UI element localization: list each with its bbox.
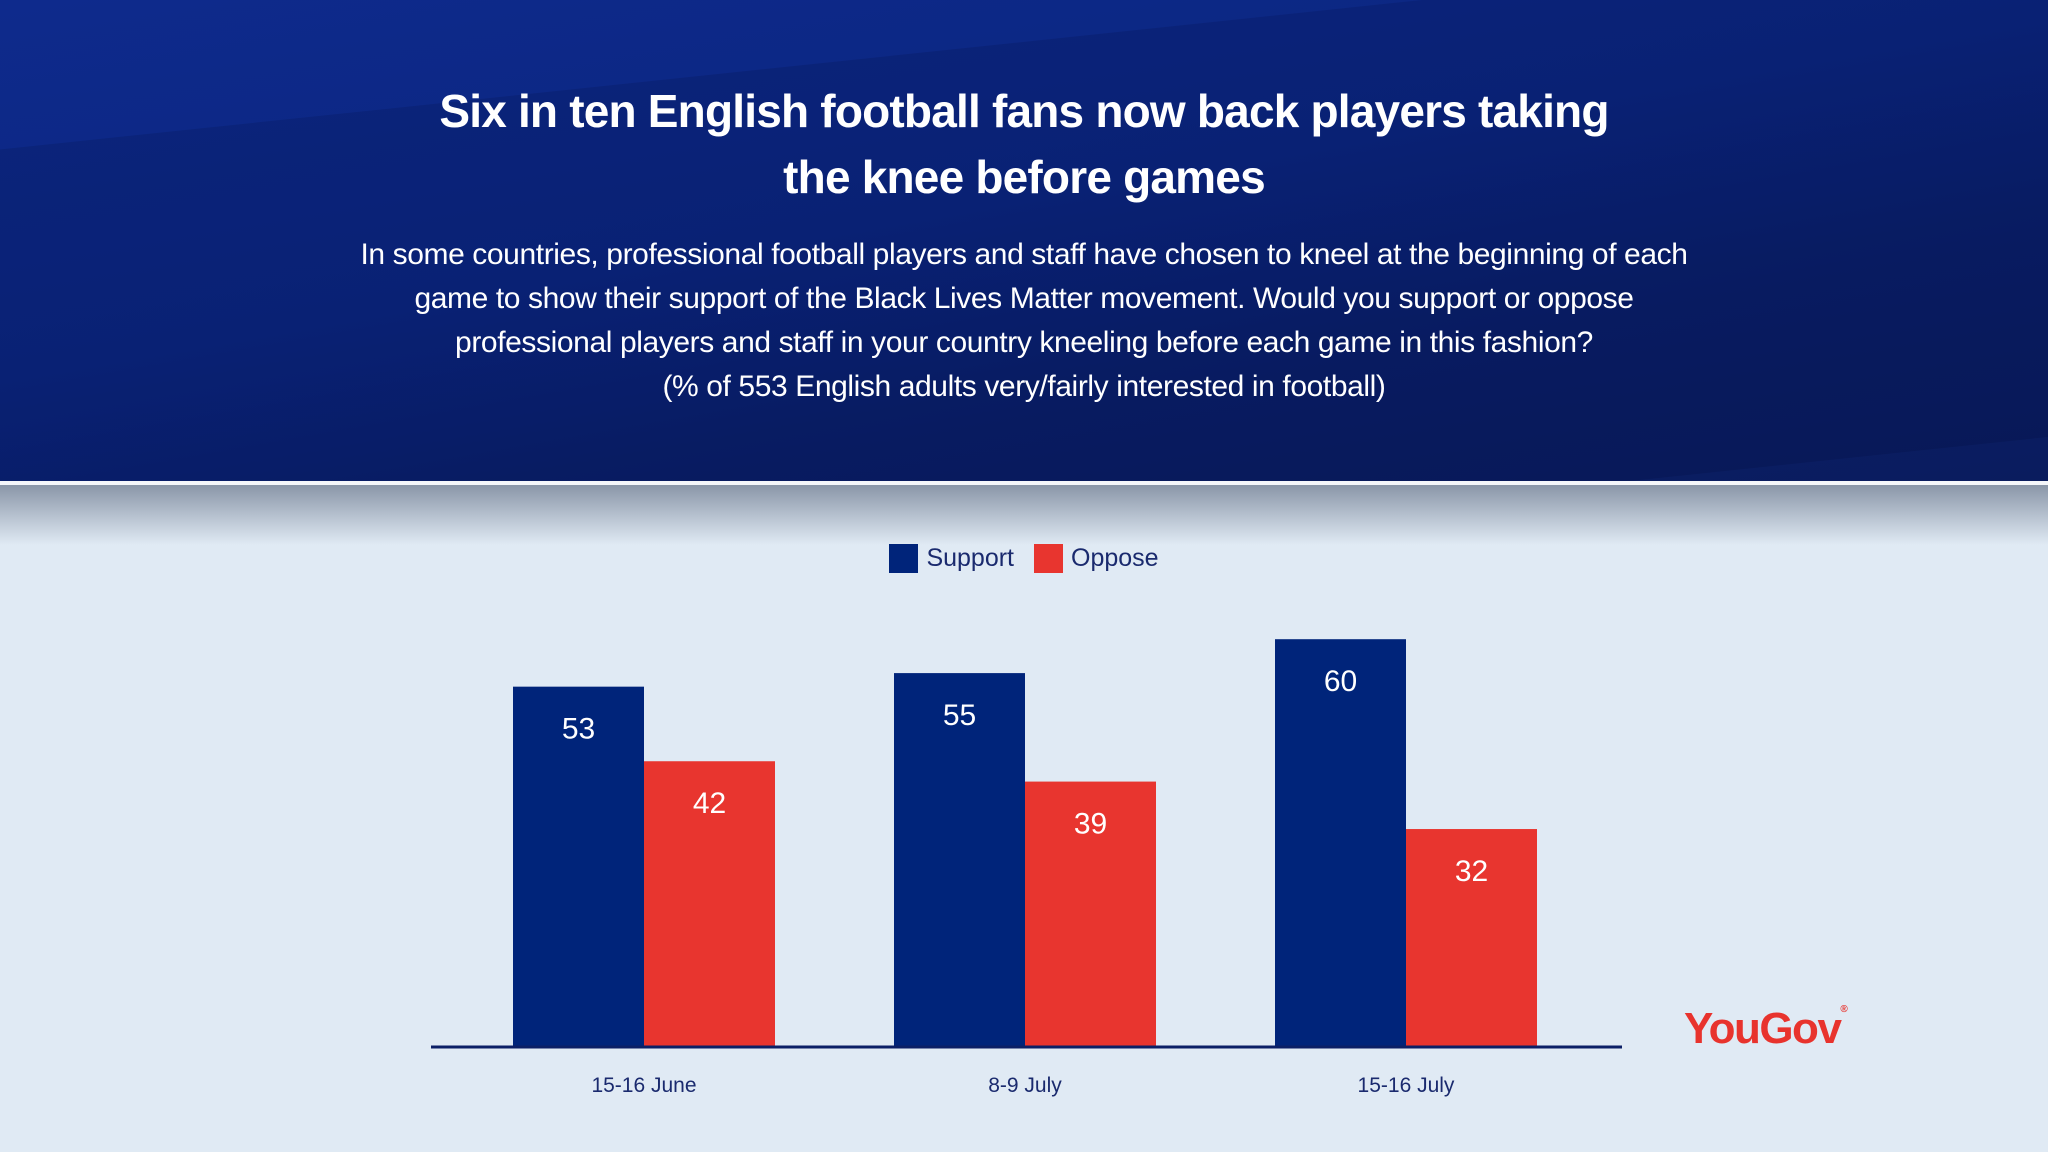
data-label: 60	[1324, 665, 1357, 698]
bar-support	[513, 686, 644, 1046]
data-label: 55	[943, 699, 976, 732]
chart-title: Six in ten English football fans now bac…	[0, 78, 2048, 210]
x-tick-label: 15-16 June	[591, 1074, 696, 1097]
bar-oppose	[644, 761, 775, 1046]
data-label: 42	[693, 787, 726, 820]
legend-item-support: Support	[889, 544, 1014, 573]
bar-support	[894, 673, 1025, 1046]
legend-swatch-oppose	[1034, 544, 1063, 573]
bar-oppose	[1025, 781, 1156, 1046]
data-label: 32	[1455, 855, 1488, 888]
subtitle-line: game to show their support of the Black …	[414, 282, 1634, 315]
title-line: the knee before games	[783, 151, 1266, 203]
x-tick-label: 8-9 July	[988, 1074, 1062, 1097]
title-line: Six in ten English football fans now bac…	[439, 85, 1609, 137]
divider-shadow	[0, 485, 2048, 545]
chart-subtitle: In some countries, professional football…	[0, 233, 2048, 409]
subtitle-line: (% of 553 English adults very/fairly int…	[662, 370, 1386, 403]
legend-item-oppose: Oppose	[1034, 544, 1159, 573]
subtitle-line: In some countries, professional football…	[360, 238, 1688, 271]
x-tick-label: 15-16 July	[1358, 1074, 1455, 1097]
legend-swatch-support	[889, 544, 919, 573]
subtitle-line: professional players and staff in your c…	[455, 326, 1593, 359]
legend: Support Oppose	[0, 544, 2048, 573]
legend-label: Oppose	[1071, 544, 1159, 572]
data-label: 53	[562, 713, 595, 746]
data-label: 39	[1074, 808, 1107, 841]
bar-oppose	[1406, 829, 1537, 1046]
bar-support	[1275, 639, 1406, 1046]
legend-label: Support	[926, 544, 1014, 572]
header-banner	[0, 0, 2048, 481]
divider	[0, 481, 2048, 485]
yougov-logo: YouGov®	[1684, 1004, 1848, 1053]
